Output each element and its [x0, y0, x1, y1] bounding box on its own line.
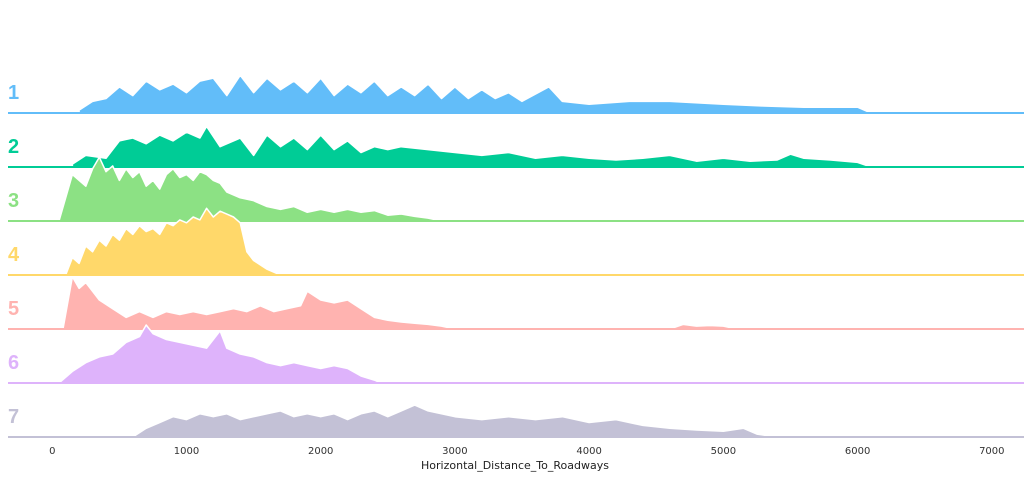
density-area-7 — [132, 404, 778, 438]
density-area-6 — [58, 324, 382, 384]
ridge-row-7: 7 — [8, 404, 1024, 438]
density-area-2 — [71, 125, 872, 168]
row-label-4: 4 — [8, 244, 20, 266]
x-tick-label: 6000 — [845, 446, 870, 457]
x-axis: 0 1000 2000 3000 4000 5000 6000 7000 — [49, 446, 1004, 457]
row-label-7: 7 — [8, 406, 19, 428]
row-label-2: 2 — [8, 136, 19, 158]
ridge-row-6: 6 — [8, 324, 1024, 384]
ridge-row-5: 5 — [8, 276, 1024, 330]
density-area-4 — [64, 207, 282, 276]
row-label-3: 3 — [8, 190, 19, 212]
x-tick-label: 3000 — [442, 446, 467, 457]
x-axis-title: Horizontal_Distance_To_Roadways — [421, 459, 609, 472]
ridge-row-4: 4 — [8, 207, 1024, 276]
row-label-5: 5 — [8, 298, 19, 320]
x-tick-label: 5000 — [711, 446, 736, 457]
density-area-3 — [58, 156, 443, 222]
ridge-row-1: 1 — [8, 74, 1024, 114]
x-tick-label: 1000 — [174, 446, 199, 457]
density-area-1 — [78, 74, 872, 114]
x-tick-label: 4000 — [576, 446, 601, 457]
ridge-row-3: 3 — [8, 156, 1024, 222]
ridgeline-rows: 1 2 3 4 5 6 7 — [8, 74, 1024, 438]
row-label-1: 1 — [8, 82, 19, 104]
density-area-5 — [62, 276, 738, 330]
ridge-row-2: 2 — [8, 125, 1024, 168]
row-label-6: 6 — [8, 352, 19, 374]
x-tick-label: 2000 — [308, 446, 333, 457]
x-tick-label: 0 — [49, 446, 55, 457]
x-tick-label: 7000 — [979, 446, 1004, 457]
